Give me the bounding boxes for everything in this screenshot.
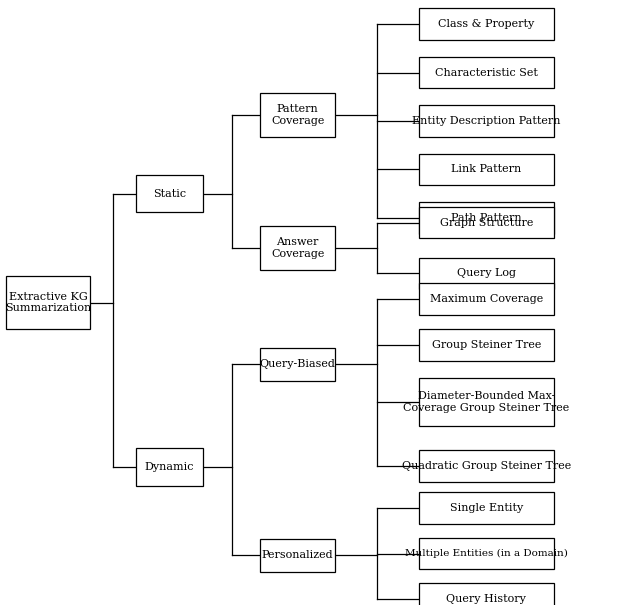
Text: Quadratic Group Steiner Tree: Quadratic Group Steiner Tree — [402, 461, 571, 471]
FancyBboxPatch shape — [260, 93, 335, 137]
FancyBboxPatch shape — [260, 538, 335, 572]
FancyBboxPatch shape — [419, 492, 554, 524]
FancyBboxPatch shape — [419, 258, 554, 289]
Text: Personalized: Personalized — [262, 551, 333, 560]
Text: Maximum Coverage: Maximum Coverage — [430, 294, 543, 304]
FancyBboxPatch shape — [419, 154, 554, 185]
Text: Pattern
Coverage: Pattern Coverage — [271, 104, 324, 126]
FancyBboxPatch shape — [419, 105, 554, 137]
FancyBboxPatch shape — [419, 207, 554, 238]
Text: Dynamic: Dynamic — [145, 462, 195, 472]
Text: Link Pattern: Link Pattern — [451, 165, 522, 174]
Text: Single Entity: Single Entity — [450, 503, 523, 513]
FancyBboxPatch shape — [419, 283, 554, 315]
Text: Group Steiner Tree: Group Steiner Tree — [432, 340, 541, 350]
Text: Query History: Query History — [447, 594, 526, 604]
Text: Multiple Entities (in a Domain): Multiple Entities (in a Domain) — [405, 549, 568, 558]
FancyBboxPatch shape — [419, 450, 554, 482]
FancyBboxPatch shape — [136, 175, 204, 212]
Text: Path Pattern: Path Pattern — [451, 213, 522, 223]
FancyBboxPatch shape — [419, 8, 554, 40]
Text: Static: Static — [153, 189, 186, 198]
Text: Diameter-Bounded Max-
Coverage Group Steiner Tree: Diameter-Bounded Max- Coverage Group Ste… — [403, 391, 570, 413]
Text: Entity Description Pattern: Entity Description Pattern — [412, 116, 561, 126]
Text: Graph Structure: Graph Structure — [440, 218, 533, 227]
Text: Query-Biased: Query-Biased — [260, 359, 335, 369]
FancyBboxPatch shape — [260, 347, 335, 381]
FancyBboxPatch shape — [419, 583, 554, 605]
FancyBboxPatch shape — [419, 329, 554, 361]
FancyBboxPatch shape — [419, 538, 554, 569]
Text: Answer
Coverage: Answer Coverage — [271, 237, 324, 259]
Text: Class & Property: Class & Property — [438, 19, 534, 29]
FancyBboxPatch shape — [419, 57, 554, 88]
FancyBboxPatch shape — [419, 378, 554, 426]
FancyBboxPatch shape — [6, 276, 90, 329]
Text: Query Log: Query Log — [457, 269, 516, 278]
Text: Extractive KG
Summarization: Extractive KG Summarization — [5, 292, 91, 313]
Text: Characteristic Set: Characteristic Set — [435, 68, 538, 77]
FancyBboxPatch shape — [419, 202, 554, 234]
FancyBboxPatch shape — [136, 448, 204, 486]
FancyBboxPatch shape — [260, 226, 335, 270]
